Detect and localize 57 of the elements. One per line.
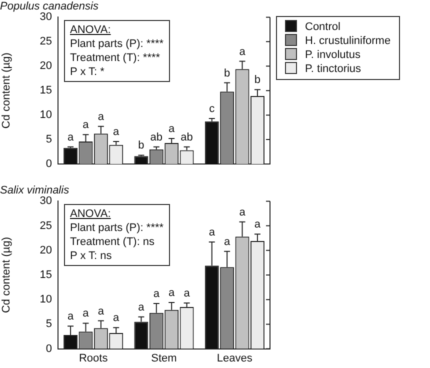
y-tick-label: 5: [46, 318, 52, 330]
annotation: Treatment (T): ****: [70, 52, 160, 64]
annotation: a: [82, 119, 90, 132]
annotation: a: [153, 288, 160, 300]
annotation: a: [113, 312, 120, 324]
chart-title: Salix viminalis: [0, 184, 70, 197]
y-tick-label: 0: [46, 158, 52, 170]
annotation: ANOVA:: [70, 24, 111, 36]
annotation: Treatment (T): ns: [70, 236, 155, 248]
y-tick-label: 5: [46, 134, 52, 146]
legend-label: P. involutus: [305, 49, 360, 61]
annotation: b: [138, 140, 144, 152]
x-tick-label: Leaves: [216, 352, 253, 364]
annotation: a: [67, 310, 74, 323]
annotation: a: [168, 287, 176, 300]
annotation: Plant parts (P): ****: [70, 38, 164, 50]
legend-label: H. crustuliniforme: [305, 35, 391, 47]
chart-title: Populus canadensis: [0, 0, 99, 13]
annotation: a: [168, 123, 176, 136]
annotation: b: [254, 74, 261, 86]
y-tick-label: 25: [40, 220, 52, 232]
y-tick-label: 15: [40, 84, 52, 97]
annotation: b: [224, 67, 230, 80]
y-axis-title: Cd content (µg): [0, 52, 13, 129]
annotation: a: [98, 305, 105, 318]
y-tick-label: 30: [40, 11, 52, 24]
y-tick-label: 20: [40, 60, 52, 72]
annotation: ab: [180, 131, 193, 144]
y-tick-label: 10: [40, 294, 52, 306]
annotation: a: [254, 218, 262, 231]
annotation: a: [113, 126, 120, 138]
annotation: a: [239, 46, 246, 58]
annotation: a: [138, 301, 146, 314]
y-axis-title: Cd content (µg): [0, 236, 13, 314]
annotation: Plant parts (P): ****: [70, 222, 164, 234]
annotation: a: [184, 288, 191, 300]
y-tick-label: 10: [40, 109, 52, 122]
y-tick-label: 0: [46, 342, 52, 355]
x-tick-label: Roots: [78, 352, 108, 364]
annotation: c: [209, 103, 216, 116]
annotation: a: [239, 206, 246, 218]
annotation: P x T: ns: [70, 250, 112, 262]
y-tick-label: 20: [40, 244, 52, 256]
annotation: ab: [150, 131, 163, 144]
y-tick-label: 25: [40, 36, 52, 48]
legend-label: Control: [305, 21, 340, 33]
annotation: a: [224, 236, 232, 248]
annotation: ANOVA:: [70, 208, 111, 220]
annotation: a: [208, 226, 216, 239]
legend-label: P. tinctorius: [305, 63, 362, 75]
x-tick-label: Stem: [151, 352, 177, 364]
annotation: a: [67, 131, 74, 144]
annotation: P x T: *: [70, 66, 104, 78]
y-tick-label: 15: [40, 269, 52, 282]
annotation: a: [82, 308, 90, 320]
annotation: a: [98, 110, 105, 123]
y-tick-label: 30: [40, 195, 52, 208]
